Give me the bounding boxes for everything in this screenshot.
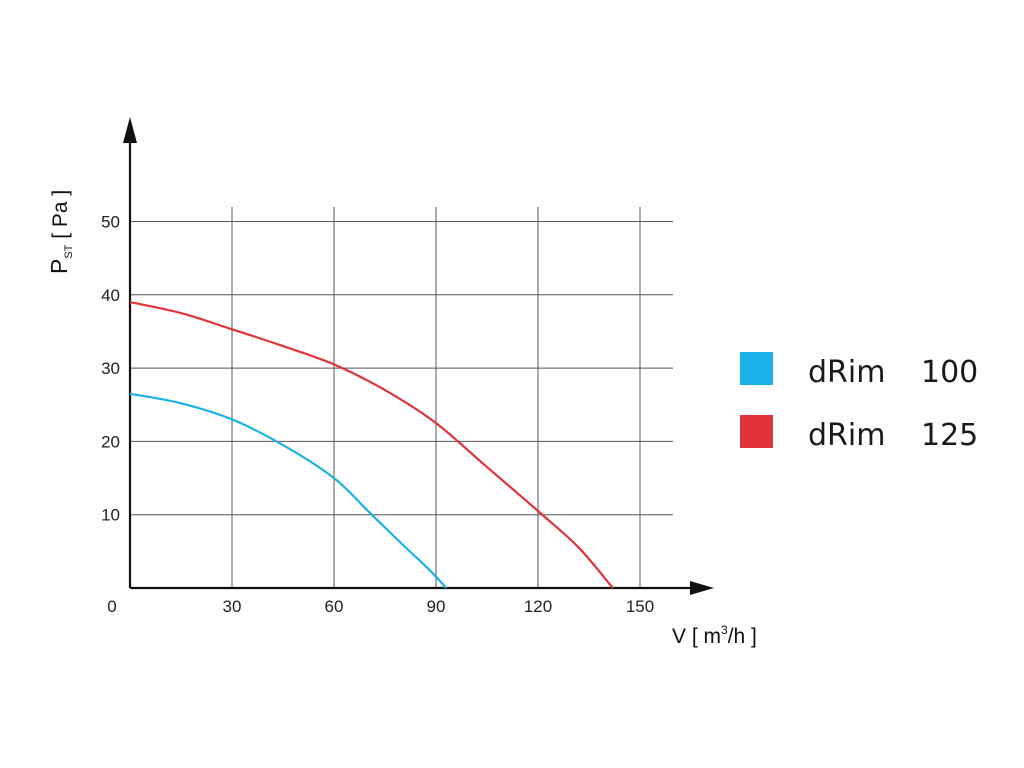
- legend-label-size: 125: [921, 418, 978, 453]
- x-axis-title-main: V [ m: [672, 625, 721, 648]
- legend: dRim 100 dRim 125: [740, 352, 978, 453]
- x-axis-title: V [ m3/h ]: [672, 623, 757, 648]
- y-axis-arrow: [123, 117, 137, 143]
- x-tick-label: 90: [427, 597, 446, 616]
- legend-label-size: 100: [921, 355, 978, 390]
- tick-labels: 30 60 90 120 150 10 20 30 40 50: [101, 213, 654, 617]
- legend-swatch: [740, 352, 773, 385]
- origin-label: 0: [107, 597, 116, 616]
- legend-label-name: dRim: [808, 418, 885, 453]
- y-tick-label: 40: [101, 286, 120, 305]
- y-tick-label: 30: [101, 359, 120, 378]
- x-tick-label: 150: [626, 597, 654, 616]
- y-tick-label: 20: [101, 432, 120, 451]
- y-axis-title: PST [ Pa ]: [46, 190, 75, 274]
- grid: [130, 207, 673, 588]
- x-axis-title-rest: /h ]: [728, 625, 757, 648]
- y-tick-label: 50: [101, 213, 120, 232]
- legend-swatch: [740, 415, 773, 448]
- y-axis-title-rest: [ Pa ]: [49, 190, 72, 245]
- x-tick-label: 60: [325, 597, 344, 616]
- y-tick-label: 10: [101, 506, 120, 525]
- x-tick-label: 30: [223, 597, 242, 616]
- y-axis-title-main: P: [46, 259, 72, 274]
- series-layer: [129, 301, 614, 589]
- x-tick-label: 120: [524, 597, 552, 616]
- series-line-drim-125: [129, 301, 614, 589]
- legend-label-name: dRim: [808, 355, 885, 390]
- x-axis-title-sup: 3: [721, 623, 728, 637]
- x-axis-arrow: [690, 581, 714, 595]
- y-axis-title-sub: ST: [63, 244, 75, 258]
- series-line-drim-100: [129, 392, 448, 589]
- axes: [123, 117, 714, 595]
